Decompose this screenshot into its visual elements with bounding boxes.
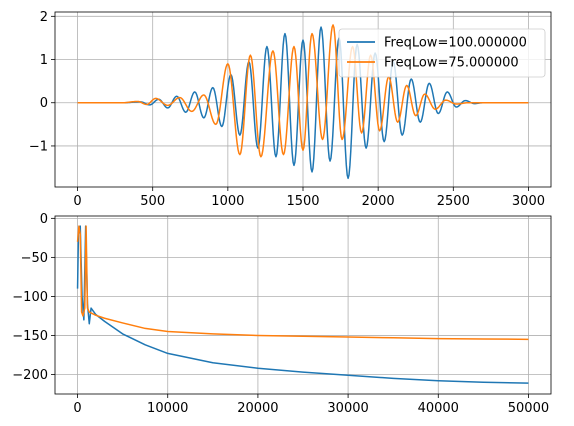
series-line-2 xyxy=(76,225,529,341)
y-tick-label: −150 xyxy=(12,329,48,344)
y-tick-label: −1 xyxy=(29,139,48,154)
x-tick-label: 1500 xyxy=(286,194,319,209)
top-plot: 0 500 1000 1500 2000 2500 3000 −1 0 1 2 FreqLow=100… xyxy=(29,10,552,209)
x-tick-label: 10000 xyxy=(147,401,188,416)
x-tick-label: 20000 xyxy=(237,401,278,416)
legend-label: FreqLow=75.000000 xyxy=(384,56,519,71)
x-tick-label: 1000 xyxy=(211,194,244,209)
x-tick-label: 40000 xyxy=(418,401,459,416)
y-tick-label: 1 xyxy=(40,53,48,68)
x-tick-label: 3000 xyxy=(512,194,545,209)
x-tick-label: 2000 xyxy=(362,194,395,209)
y-tick-label: 0 xyxy=(40,212,48,227)
x-tick-label: 2500 xyxy=(437,194,470,209)
series-line-1 xyxy=(77,26,529,180)
legend: FreqLow=100.000000 FreqLow=75.000000 xyxy=(338,28,546,78)
x-tick-label: 30000 xyxy=(327,401,368,416)
y-tick-label: 0 xyxy=(40,96,48,111)
bottom-plot: 0 10000 20000 30000 40000 50000 0 −50 −100 −150 −2… xyxy=(12,212,552,416)
y-tick-label: −200 xyxy=(12,368,48,383)
axes-frame xyxy=(54,215,552,395)
series-line-2 xyxy=(77,24,529,158)
x-tick-label: 500 xyxy=(140,194,165,209)
legend-label: FreqLow=100.000000 xyxy=(384,36,527,51)
x-tick-label: 50000 xyxy=(508,401,549,416)
x-tick-label: 0 xyxy=(73,401,81,416)
y-tick-label: −50 xyxy=(21,251,48,266)
y-tick-label: −100 xyxy=(12,290,48,305)
y-tick-label: 2 xyxy=(40,10,48,25)
series-line-1 xyxy=(76,225,529,384)
x-tick-label: 0 xyxy=(73,194,81,209)
